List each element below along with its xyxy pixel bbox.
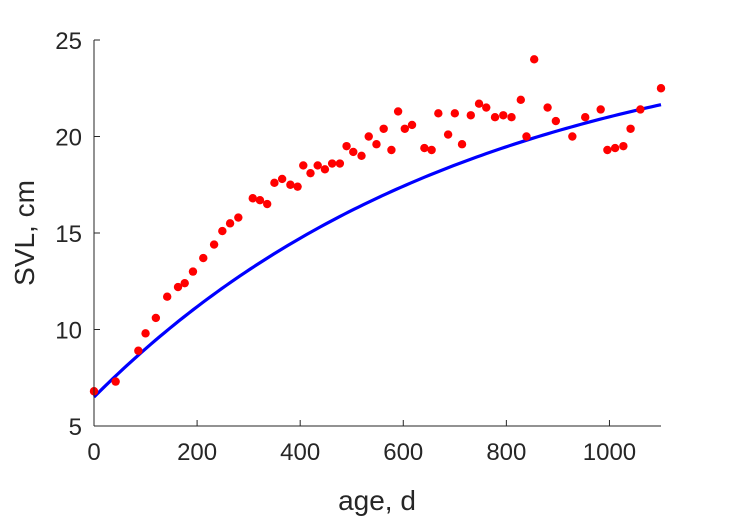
data-point (151, 313, 161, 323)
data-point (270, 178, 279, 188)
data-point (427, 145, 436, 155)
data-point (636, 105, 645, 114)
x-tick-label: 0 (87, 439, 100, 466)
x-tick-label: 1000 (583, 439, 636, 466)
x-tick-label: 800 (486, 439, 526, 466)
data-point (255, 195, 265, 205)
data-point (434, 109, 443, 118)
data-point (342, 141, 351, 151)
y-tick-label: 20 (55, 125, 82, 152)
data-point (499, 111, 508, 120)
y-tick-label: 10 (55, 318, 82, 345)
fit-curve (92, 103, 662, 399)
y-tick-label: 25 (55, 28, 82, 55)
data-point (277, 174, 287, 184)
data-point (619, 141, 628, 151)
data-point (299, 161, 308, 170)
data-point (626, 124, 635, 133)
data-point (364, 132, 373, 141)
x-tick-label: 200 (177, 439, 217, 466)
y-axis-label: SVL, cm (9, 180, 40, 286)
plot-area (89, 55, 666, 399)
data-point (482, 103, 491, 112)
data-point (199, 253, 208, 263)
data-point (581, 113, 590, 122)
data-point (450, 109, 460, 118)
data-point (443, 130, 453, 139)
data-point (218, 226, 227, 236)
data-point (393, 107, 403, 116)
data-point (603, 145, 612, 155)
data-point (568, 132, 577, 141)
data-point (466, 111, 475, 120)
data-point (306, 168, 315, 178)
data-point (379, 124, 388, 133)
data-point (522, 132, 531, 141)
data-point (134, 346, 143, 355)
data-point (457, 140, 467, 149)
data-point (349, 147, 358, 157)
data-point (407, 120, 417, 130)
x-tick-label: 600 (383, 439, 423, 466)
data-point (474, 99, 484, 108)
data-point (516, 95, 525, 105)
data-point (313, 161, 322, 170)
x-axis-label: age, d (338, 485, 416, 516)
data-point (387, 145, 396, 155)
data-point (173, 282, 183, 292)
data-point (111, 377, 120, 386)
data-point (335, 159, 345, 168)
data-point (234, 213, 243, 222)
data-point (551, 116, 561, 126)
data-point (656, 84, 666, 93)
data-point (529, 55, 539, 64)
data-point (596, 105, 605, 114)
data-point (225, 219, 235, 228)
data-point (320, 165, 330, 174)
data-point (327, 159, 337, 168)
y-tick-label: 15 (55, 221, 82, 248)
data-point (507, 113, 516, 122)
data-point (420, 143, 429, 153)
data-point (286, 180, 295, 189)
data-point (209, 240, 219, 249)
data-point (372, 140, 381, 149)
data-point (357, 151, 366, 160)
data-point (188, 267, 198, 276)
y-axis: 5 10 15 20 25 (55, 28, 100, 441)
data-point (180, 278, 189, 288)
x-tick-label: 400 (280, 439, 320, 466)
data-point (162, 292, 172, 301)
data-point (490, 113, 500, 122)
data-point (262, 199, 272, 209)
data-point (543, 103, 552, 112)
x-axis: 0 200 400 600 800 1000 (87, 420, 661, 466)
data-point (293, 182, 302, 191)
y-tick-label: 5 (69, 414, 82, 441)
data-point (400, 124, 410, 133)
data-point (248, 194, 257, 203)
data-point (610, 143, 620, 153)
data-point (141, 329, 150, 338)
